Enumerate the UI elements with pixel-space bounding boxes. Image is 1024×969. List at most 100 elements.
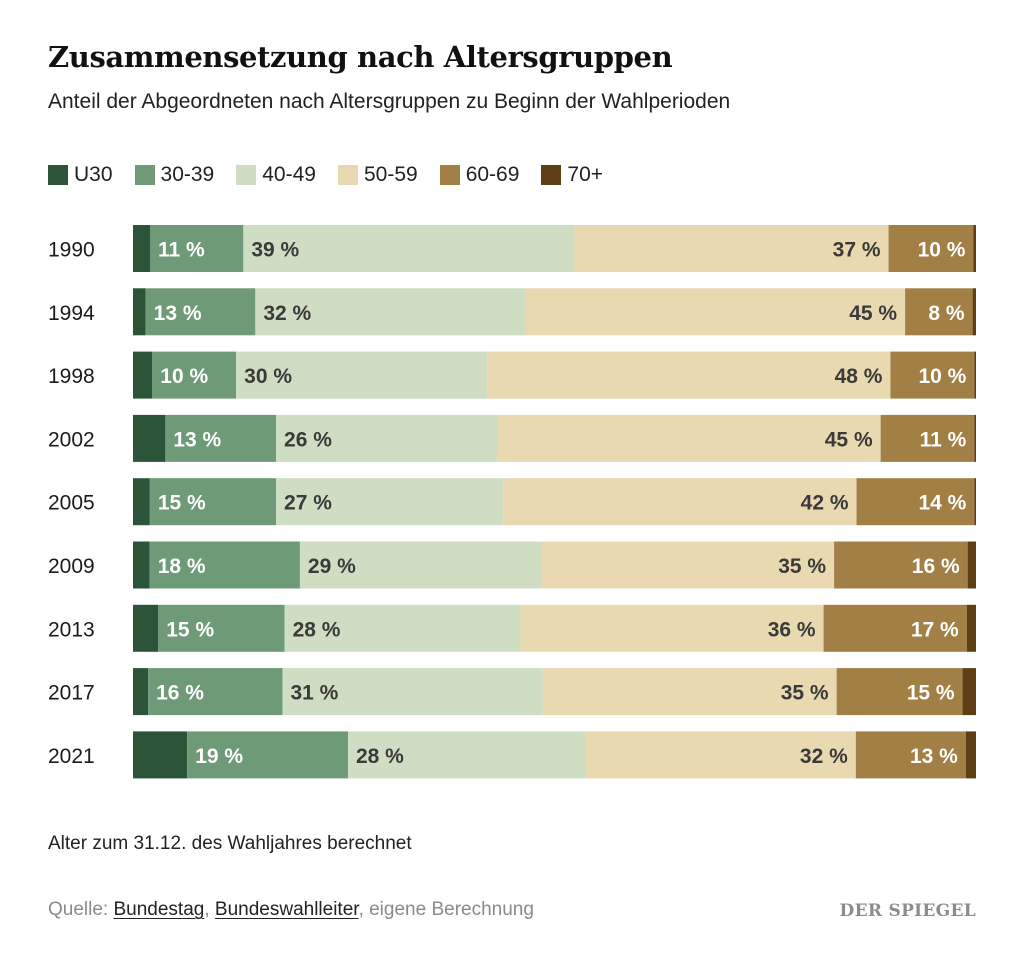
chart-subtitle: Anteil der Abgeordneten nach Altersgrupp…	[48, 90, 731, 113]
bar-segment-1994-50-59	[525, 288, 906, 336]
bar-segment-1998-60-69	[890, 351, 975, 399]
data-label-2017-50-59: 35 %	[781, 682, 829, 705]
year-label-1998: 1998	[48, 365, 95, 388]
year-label-2009: 2009	[48, 555, 95, 578]
data-label-2013-60-69: 17 %	[911, 618, 959, 641]
legend-item-70plus: 70+	[541, 163, 603, 187]
data-label-2013-30-39: 15 %	[166, 618, 214, 641]
source-link-bundeswahlleiter[interactable]: Bundeswahlleiter	[214, 899, 359, 920]
legend-label: 70+	[567, 163, 604, 186]
source-separator: ,	[204, 899, 215, 920]
legend-swatch	[48, 165, 68, 185]
data-label-1994-50-59: 45 %	[849, 302, 897, 325]
bar-segment-1994-60-69	[905, 288, 973, 336]
legend-swatch	[439, 165, 460, 185]
legend-label: 40-49	[262, 163, 316, 186]
legend-swatch	[134, 165, 155, 185]
legend-label: U30	[74, 163, 113, 186]
data-label-1990-60-69: 10 %	[918, 239, 966, 262]
source-line: Quelle: Bundestag, Bundeswahlleiter, eig…	[48, 899, 534, 921]
bar-segment-1998-30-39	[152, 351, 237, 399]
data-label-1990-40-49: 39 %	[251, 239, 299, 262]
legend-label: 50-59	[363, 163, 418, 186]
legend-item-60-69: 60-69	[439, 163, 520, 187]
data-label-2002-50-59: 45 %	[825, 428, 873, 451]
data-label-2017-40-49: 31 %	[290, 682, 338, 705]
legend-swatch	[236, 165, 257, 185]
source-suffix: , eigene Berechnung	[358, 899, 534, 920]
bar-segment-2009-40-49	[299, 541, 542, 589]
bar-segment-2005-70plus	[974, 478, 976, 526]
bar-segment-2005-30-39	[149, 478, 277, 526]
data-label-1998-50-59: 48 %	[835, 365, 883, 388]
bar-segment-2017-60-69	[836, 668, 963, 716]
bar-segment-2009-60-69	[834, 541, 968, 589]
bar-segment-1994-40-49	[255, 288, 526, 336]
data-label-1998-40-49: 30 %	[244, 365, 292, 388]
source-prefix: Quelle:	[48, 899, 114, 920]
bar-segment-2013-40-49	[284, 604, 521, 652]
bar-segment-1994-30-39	[145, 288, 256, 336]
bar-segment-2013-U30	[133, 604, 159, 652]
bar-segment-2002-60-69	[880, 414, 975, 462]
bar-segment-2009-U30	[133, 541, 150, 589]
chart-legend: U30 30-39 40-49 50-59 60-69 70+	[48, 160, 625, 190]
year-label-2002: 2002	[48, 428, 95, 451]
bar-segment-2013-30-39	[158, 604, 285, 652]
data-label-1994-40-49: 32 %	[263, 302, 311, 325]
bar-segment-2005-60-69	[856, 478, 975, 526]
legend-item-30-39: 30-39	[134, 163, 215, 187]
brand-logo: DER SPIEGEL	[839, 901, 976, 921]
legend-swatch	[541, 165, 562, 185]
bar-segment-1998-70plus	[974, 351, 976, 399]
bar-segment-2021-50-59	[584, 731, 856, 779]
bar-segment-2021-70plus	[965, 731, 976, 779]
data-label-1994-60-69: 8 %	[928, 302, 965, 325]
legend-swatch	[337, 165, 358, 185]
bar-segment-1998-50-59	[487, 351, 891, 399]
bar-segment-1994-70plus	[972, 288, 976, 336]
bar-segment-2005-50-59	[503, 478, 857, 526]
bar-segment-1990-70plus	[973, 225, 976, 272]
legend-label: 30-39	[160, 163, 215, 186]
legend-label: 60-69	[465, 163, 520, 186]
data-label-1990-30-39: 11 %	[158, 239, 205, 262]
stacked-bar-chart: 1990 11 % 39 % 37 % 10 % 1994 13 % 32 % 45 % 8 % 1…	[48, 225, 976, 779]
data-label-1998-30-39: 10 %	[160, 365, 208, 388]
data-label-2013-40-49: 28 %	[293, 618, 341, 641]
bar-segment-2009-70plus	[967, 541, 976, 589]
legend-item-u30: U30	[48, 163, 113, 187]
legend-item-50-59: 50-59	[337, 163, 418, 187]
bar-segment-1994-U30	[133, 288, 146, 336]
year-label-2021: 2021	[48, 745, 95, 768]
bar-segment-1990-40-49	[243, 225, 575, 272]
bar-segment-1998-U30	[133, 351, 153, 399]
bar-segment-1990-60-69	[888, 225, 974, 272]
bar-segment-2021-30-39	[187, 731, 348, 779]
bar-segment-2002-U30	[133, 414, 166, 462]
data-label-1990-50-59: 37 %	[833, 239, 881, 262]
bar-segment-2009-30-39	[149, 541, 300, 589]
data-label-2009-40-49: 29 %	[308, 555, 356, 578]
bar-segment-2021-60-69	[855, 731, 966, 779]
bar-segment-2013-60-69	[823, 604, 967, 652]
data-label-1994-30-39: 13 %	[154, 302, 202, 325]
chart-title: Zusammensetzung nach Altersgruppen	[48, 40, 673, 74]
data-label-2021-50-59: 32 %	[800, 745, 848, 768]
bar-segment-2002-70plus	[974, 414, 976, 462]
data-label-2021-40-49: 28 %	[356, 745, 404, 768]
chart-footnote: Alter zum 31.12. des Wahljahres berechne…	[48, 833, 412, 854]
bar-segment-1990-U30	[133, 225, 150, 272]
source-link-bundestag[interactable]: Bundestag	[113, 899, 205, 920]
data-label-2002-30-39: 13 %	[173, 428, 221, 451]
data-label-2005-50-59: 42 %	[801, 492, 849, 515]
data-label-2005-30-39: 15 %	[158, 492, 206, 515]
legend-item-40-49: 40-49	[236, 163, 316, 187]
data-label-1998-60-69: 10 %	[918, 365, 966, 388]
data-label-2021-30-39: 19 %	[195, 745, 243, 768]
data-label-2009-30-39: 18 %	[158, 555, 206, 578]
year-label-2005: 2005	[48, 492, 95, 515]
bar-segment-1990-50-59	[574, 225, 889, 272]
bar-segment-2013-70plus	[966, 604, 976, 652]
data-label-2009-50-59: 35 %	[778, 555, 826, 578]
